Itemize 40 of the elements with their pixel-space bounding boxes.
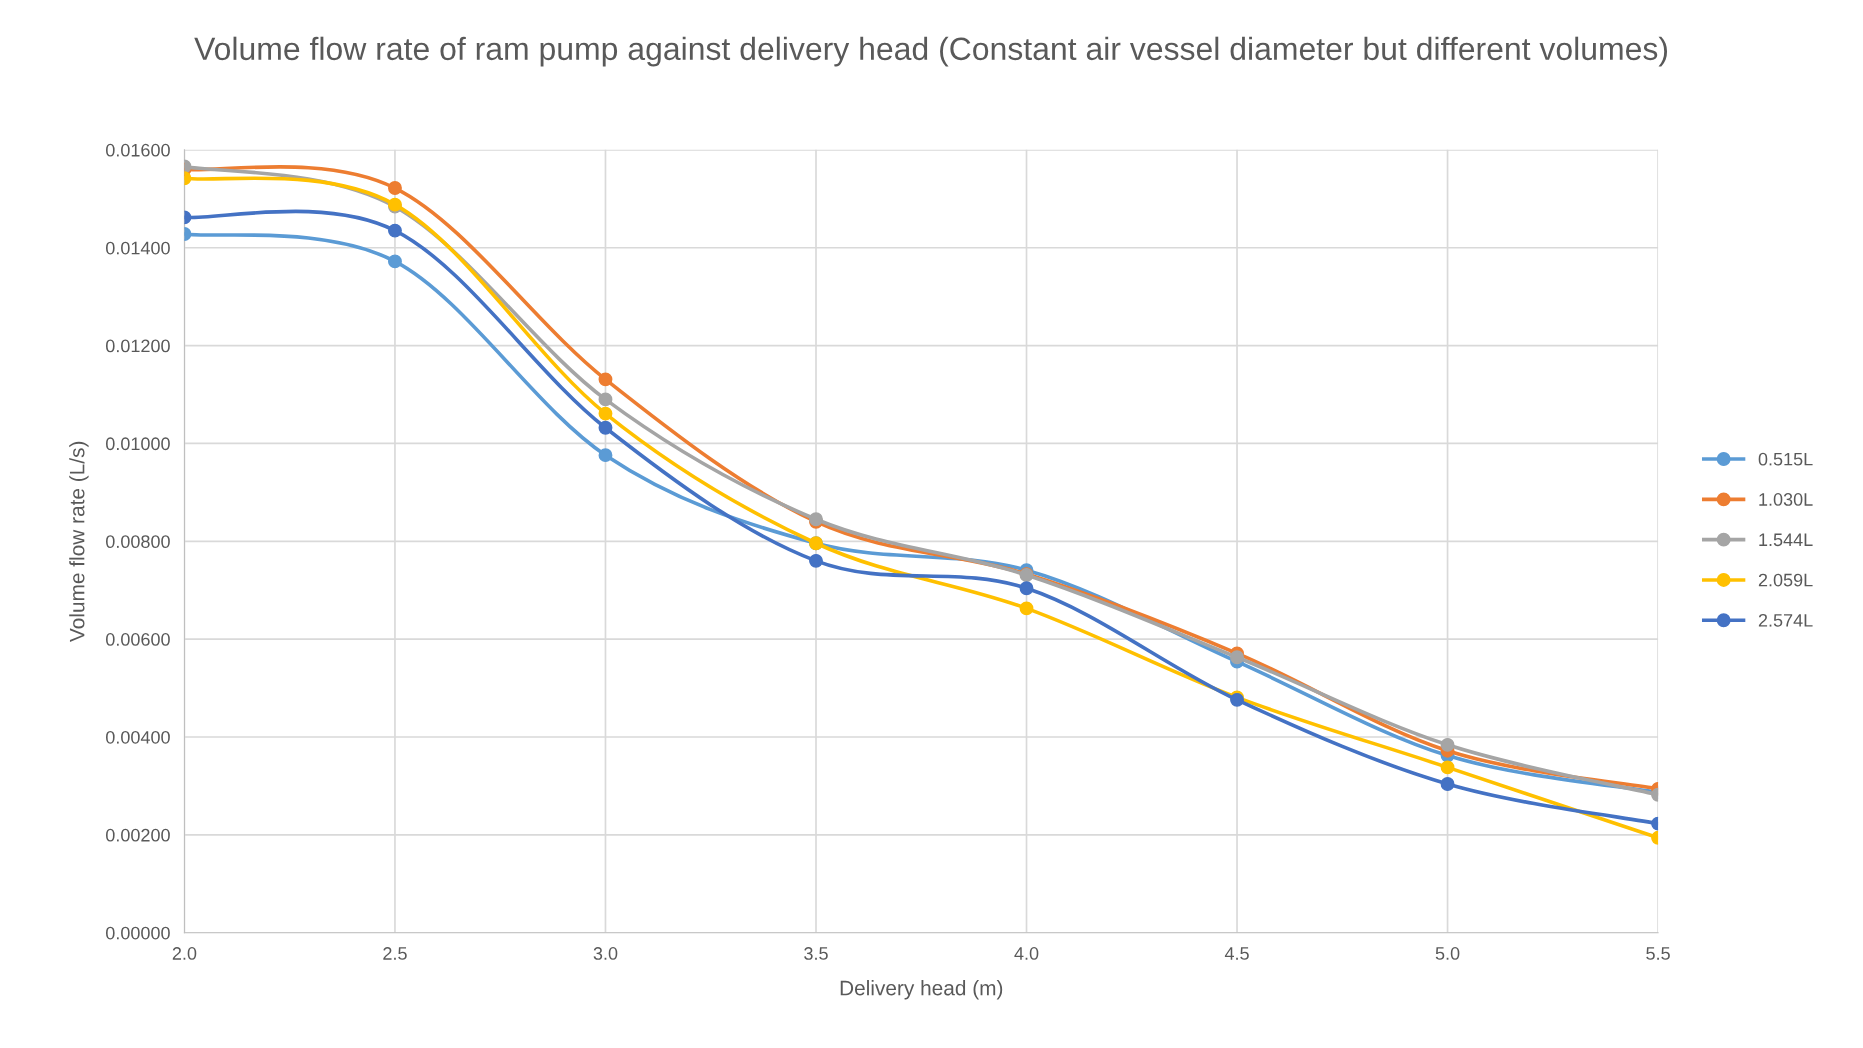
point xyxy=(598,406,613,421)
y-tick-label: 0.00800 xyxy=(105,535,170,549)
legend-label: 1.030L xyxy=(1759,493,1813,506)
y-tick-label: 0.00200 xyxy=(105,828,170,842)
x-tick-label: 5.5 xyxy=(1646,947,1670,960)
y-tick-label: 0.00400 xyxy=(105,730,170,744)
y-tick-label: 0.01400 xyxy=(105,241,170,255)
point xyxy=(809,553,823,568)
point xyxy=(1019,581,1034,596)
legend-label: 1.544L xyxy=(1759,533,1813,547)
point xyxy=(598,372,613,387)
y-tick-label: 0.00000 xyxy=(105,926,170,940)
point xyxy=(388,254,402,269)
chart-title: Volume flow rate of ram pump against delivery head (Constant air vessel diameter but different volumes) xyxy=(194,36,1668,67)
x-tick-label: 2.0 xyxy=(172,947,197,960)
point xyxy=(1440,737,1455,752)
point xyxy=(1440,777,1455,791)
point xyxy=(1440,760,1455,775)
legend-label: 2.574L xyxy=(1758,613,1813,627)
point xyxy=(388,181,402,195)
y-axis-title: Volume flow rate (L/s) xyxy=(69,441,89,642)
y-tick-label: 0.01200 xyxy=(105,339,170,353)
y-tick-label: 0.01000 xyxy=(105,437,170,451)
y-tick-label: 0.01600 xyxy=(105,143,170,157)
y-tick-label: 0.00600 xyxy=(105,633,170,646)
x-tick-label: 4.0 xyxy=(1014,947,1039,960)
point xyxy=(598,448,613,463)
point xyxy=(598,420,613,435)
x-tick-label: 5.0 xyxy=(1435,947,1460,960)
x-tick-label: 2.5 xyxy=(383,947,407,960)
legend-label: 0.515L xyxy=(1758,452,1813,466)
point xyxy=(598,392,613,407)
x-tick-label: 3.0 xyxy=(593,947,618,960)
x-axis-title: Delivery head (m) xyxy=(840,980,1003,1000)
point xyxy=(1019,601,1034,616)
legend-label: 2.059L xyxy=(1758,573,1813,587)
point xyxy=(1230,650,1244,665)
point xyxy=(388,223,402,238)
x-tick-label: 4.5 xyxy=(1224,947,1249,960)
x-tick-label: 3.5 xyxy=(804,947,828,960)
